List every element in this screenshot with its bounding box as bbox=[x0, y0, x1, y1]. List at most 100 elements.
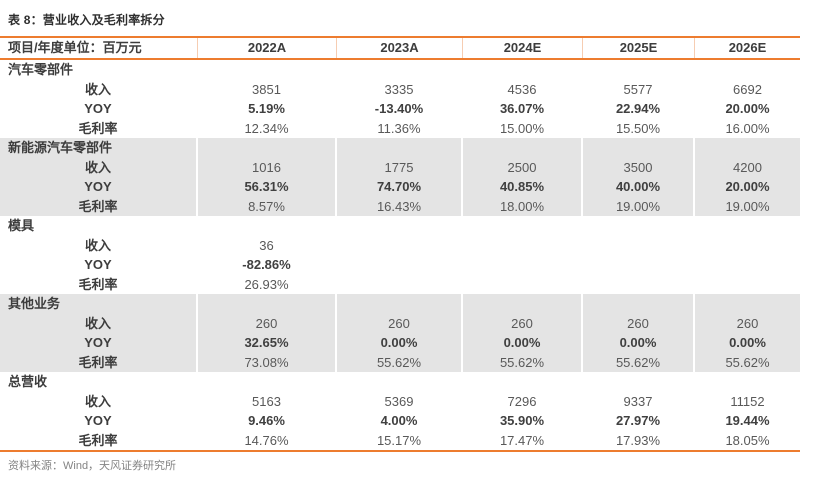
value-cell bbox=[583, 274, 695, 294]
value-cell: 19.00% bbox=[695, 197, 800, 217]
value-cell: 22.94% bbox=[583, 99, 695, 119]
value-text: 18.00% bbox=[499, 198, 545, 214]
value-cell: 1775 bbox=[337, 157, 463, 177]
value-cell: 19.00% bbox=[583, 196, 695, 216]
value-text: 0.00% bbox=[619, 335, 657, 350]
table-row: YOY 56.31% 74.70% 40.85% 40.00% 20.00% bbox=[0, 177, 800, 197]
section-name-row: 模具 bbox=[0, 216, 800, 236]
empty-cell bbox=[198, 216, 337, 236]
value-cell: 4200 bbox=[695, 158, 800, 178]
value-cell: 15.50% bbox=[583, 118, 695, 138]
value-text: 1016 bbox=[252, 159, 281, 175]
empty-cell bbox=[695, 294, 800, 314]
value-text: 15.50% bbox=[615, 120, 661, 136]
section-name-row: 汽车零部件 bbox=[0, 60, 800, 80]
value-cell: 5163 bbox=[198, 391, 337, 411]
row-label: YOY bbox=[0, 99, 198, 119]
header-col-2023a: 2023A bbox=[337, 38, 463, 58]
empty-cell bbox=[695, 60, 800, 80]
value-text: 73.08% bbox=[244, 354, 289, 370]
section-name-row: 总营收 bbox=[0, 372, 800, 392]
value-cell: 260 bbox=[583, 313, 695, 333]
value-text: 260 bbox=[627, 315, 649, 331]
value-cell bbox=[583, 235, 695, 255]
table-header: 项目/年度单位：百万元 2022A 2023A 2024E 2025E 2026… bbox=[0, 36, 800, 60]
value-text: 11.36% bbox=[377, 120, 421, 136]
value-text: 55.62% bbox=[376, 354, 422, 370]
value-text: 7296 bbox=[507, 393, 537, 409]
value-cell: 27.97% bbox=[583, 411, 695, 431]
empty-cell bbox=[463, 60, 583, 80]
value-text: 55.62% bbox=[725, 354, 770, 370]
value-cell: 11152 bbox=[695, 392, 800, 412]
value-text: 260 bbox=[255, 315, 278, 331]
value-cell: 3335 bbox=[337, 79, 463, 99]
value-cell: 3851 bbox=[198, 79, 337, 99]
empty-cell bbox=[463, 216, 583, 236]
value-text: 0.00% bbox=[729, 335, 766, 350]
value-cell: 6692 bbox=[695, 80, 800, 100]
value-cell: 2500 bbox=[463, 157, 583, 177]
value-text: 36 bbox=[259, 237, 274, 253]
value-cell: 8.57% bbox=[198, 196, 337, 216]
value-text: 19.44% bbox=[725, 413, 770, 428]
table-row: 毛利率 8.57% 16.43% 18.00% 19.00% 19.00% bbox=[0, 196, 800, 217]
value-cell: 9337 bbox=[583, 391, 695, 411]
row-label: YOY bbox=[0, 255, 198, 275]
section-name: 模具 bbox=[0, 216, 198, 236]
table-section-3: 模具 收入 36 YOY -82.86% 毛利率 26.93% bbox=[0, 216, 800, 294]
value-text: -82.86% bbox=[242, 257, 291, 272]
value-text: 19.00% bbox=[615, 198, 661, 214]
empty-cell bbox=[337, 372, 463, 392]
empty-cell bbox=[337, 138, 463, 158]
value-text: 11152 bbox=[730, 393, 765, 409]
value-cell bbox=[337, 255, 463, 275]
value-cell: 7296 bbox=[463, 391, 583, 411]
value-text: 4536 bbox=[507, 81, 537, 97]
value-text: 16.00% bbox=[725, 120, 770, 136]
table-row: 收入 5163 5369 7296 9337 11152 bbox=[0, 391, 800, 412]
value-text: 6692 bbox=[733, 81, 762, 97]
section-name: 总营收 bbox=[0, 372, 198, 392]
row-label: 收入 bbox=[0, 391, 198, 411]
value-text: 3335 bbox=[384, 81, 414, 97]
value-cell: 4.00% bbox=[337, 411, 463, 431]
value-cell: 260 bbox=[337, 313, 463, 333]
value-text: 3851 bbox=[252, 81, 281, 97]
value-cell: 73.08% bbox=[198, 352, 337, 372]
value-cell: 1016 bbox=[198, 157, 337, 177]
value-text: 17.93% bbox=[615, 432, 661, 448]
value-text: 5163 bbox=[252, 393, 281, 409]
value-text: 5369 bbox=[384, 393, 414, 409]
value-text: 5577 bbox=[623, 81, 653, 97]
value-cell: 32.65% bbox=[198, 333, 337, 353]
header-row: 项目/年度单位：百万元 2022A 2023A 2024E 2025E 2026… bbox=[0, 38, 800, 58]
row-label: 毛利率 bbox=[0, 430, 198, 450]
table-row: 毛利率 26.93% bbox=[0, 274, 800, 294]
value-text: 2500 bbox=[507, 159, 537, 175]
value-text: 19.00% bbox=[725, 198, 770, 214]
table-row: 收入 36 bbox=[0, 235, 800, 256]
value-text: 20.00% bbox=[725, 179, 770, 194]
value-cell bbox=[695, 236, 800, 256]
value-text: 56.31% bbox=[244, 179, 289, 194]
value-cell: -13.40% bbox=[337, 99, 463, 119]
row-label: 毛利率 bbox=[0, 274, 198, 294]
table-row: YOY 9.46% 4.00% 35.90% 27.97% 19.44% bbox=[0, 411, 800, 431]
value-cell: 17.47% bbox=[463, 430, 583, 450]
empty-cell bbox=[583, 138, 695, 158]
source-note: 资料来源：Wind，天风证券研究所 bbox=[8, 460, 177, 472]
value-text: 15.00% bbox=[499, 120, 545, 136]
empty-cell bbox=[463, 294, 583, 314]
value-text: 55.62% bbox=[499, 354, 545, 370]
value-cell: 35.90% bbox=[463, 411, 583, 431]
value-cell: 74.70% bbox=[337, 177, 463, 197]
section-name: 新能源汽车零部件 bbox=[0, 138, 198, 158]
value-cell: 20.00% bbox=[695, 99, 800, 119]
header-col-2025e: 2025E bbox=[583, 38, 695, 58]
table-row: YOY 32.65% 0.00% 0.00% 0.00% 0.00% bbox=[0, 333, 800, 353]
empty-cell bbox=[583, 294, 695, 314]
empty-cell bbox=[198, 60, 337, 80]
value-text: 20.00% bbox=[725, 101, 770, 116]
